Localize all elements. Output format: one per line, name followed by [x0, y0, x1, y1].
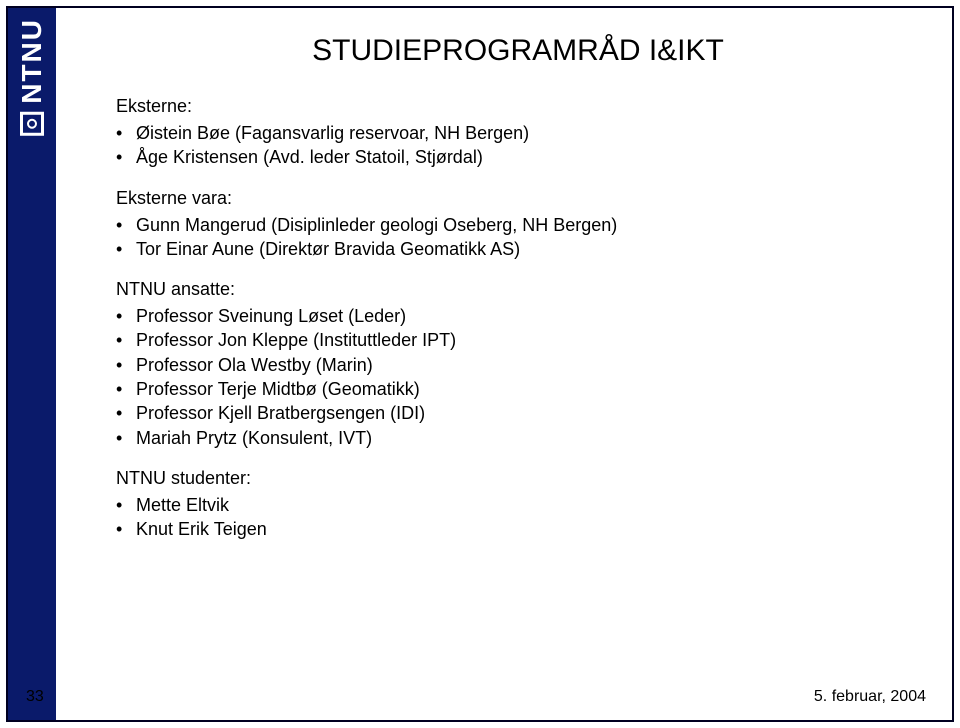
- slide-content: STUDIEPROGRAMRÅD I&IKT Eksterne: Øistein…: [56, 8, 952, 720]
- section-ntnu-ansatte-heading: NTNU ansatte:: [116, 279, 920, 300]
- list-item: Professor Ola Westby (Marin): [116, 353, 920, 377]
- slide-title: STUDIEPROGRAMRÅD I&IKT: [116, 34, 920, 68]
- list-item: Øistein Bøe (Fagansvarlig reservoar, NH …: [116, 121, 920, 145]
- section-eksterne-vara-heading: Eksterne vara:: [116, 188, 920, 209]
- list-item: Mette Eltvik: [116, 493, 920, 517]
- section-ntnu-studenter-list: Mette Eltvik Knut Erik Teigen: [116, 493, 920, 542]
- slide-wrapper: NTNU STUDIEPROGRAMRÅD I&IKT Eksterne: Øi…: [0, 0, 960, 728]
- section-ntnu-studenter-heading: NTNU studenter:: [116, 468, 920, 489]
- section-eksterne-heading: Eksterne:: [116, 96, 920, 117]
- list-item: Professor Terje Midtbø (Geomatikk): [116, 377, 920, 401]
- section-eksterne-vara-list: Gunn Mangerud (Disiplinleder geologi Ose…: [116, 213, 920, 262]
- section-eksterne-list: Øistein Bøe (Fagansvarlig reservoar, NH …: [116, 121, 920, 170]
- list-item: Professor Kjell Bratbergsengen (IDI): [116, 401, 920, 425]
- list-item: Mariah Prytz (Konsulent, IVT): [116, 426, 920, 450]
- list-item: Åge Kristensen (Avd. leder Statoil, Stjø…: [116, 145, 920, 169]
- list-item: Professor Sveinung Løset (Leder): [116, 304, 920, 328]
- list-item: Professor Jon Kleppe (Instituttleder IPT…: [116, 328, 920, 352]
- ntnu-logo: NTNU: [16, 18, 48, 136]
- slide-frame: NTNU STUDIEPROGRAMRÅD I&IKT Eksterne: Øi…: [6, 6, 954, 722]
- ntnu-square-icon: [20, 112, 44, 136]
- ntnu-logo-text: NTNU: [16, 18, 48, 104]
- section-ntnu-ansatte-list: Professor Sveinung Løset (Leder) Profess…: [116, 304, 920, 450]
- list-item: Tor Einar Aune (Direktør Bravida Geomati…: [116, 237, 920, 261]
- list-item: Gunn Mangerud (Disiplinleder geologi Ose…: [116, 213, 920, 237]
- page-number: 33: [26, 688, 44, 706]
- side-band: NTNU: [8, 8, 56, 720]
- list-item: Knut Erik Teigen: [116, 517, 920, 541]
- slide-date: 5. februar, 2004: [814, 688, 926, 706]
